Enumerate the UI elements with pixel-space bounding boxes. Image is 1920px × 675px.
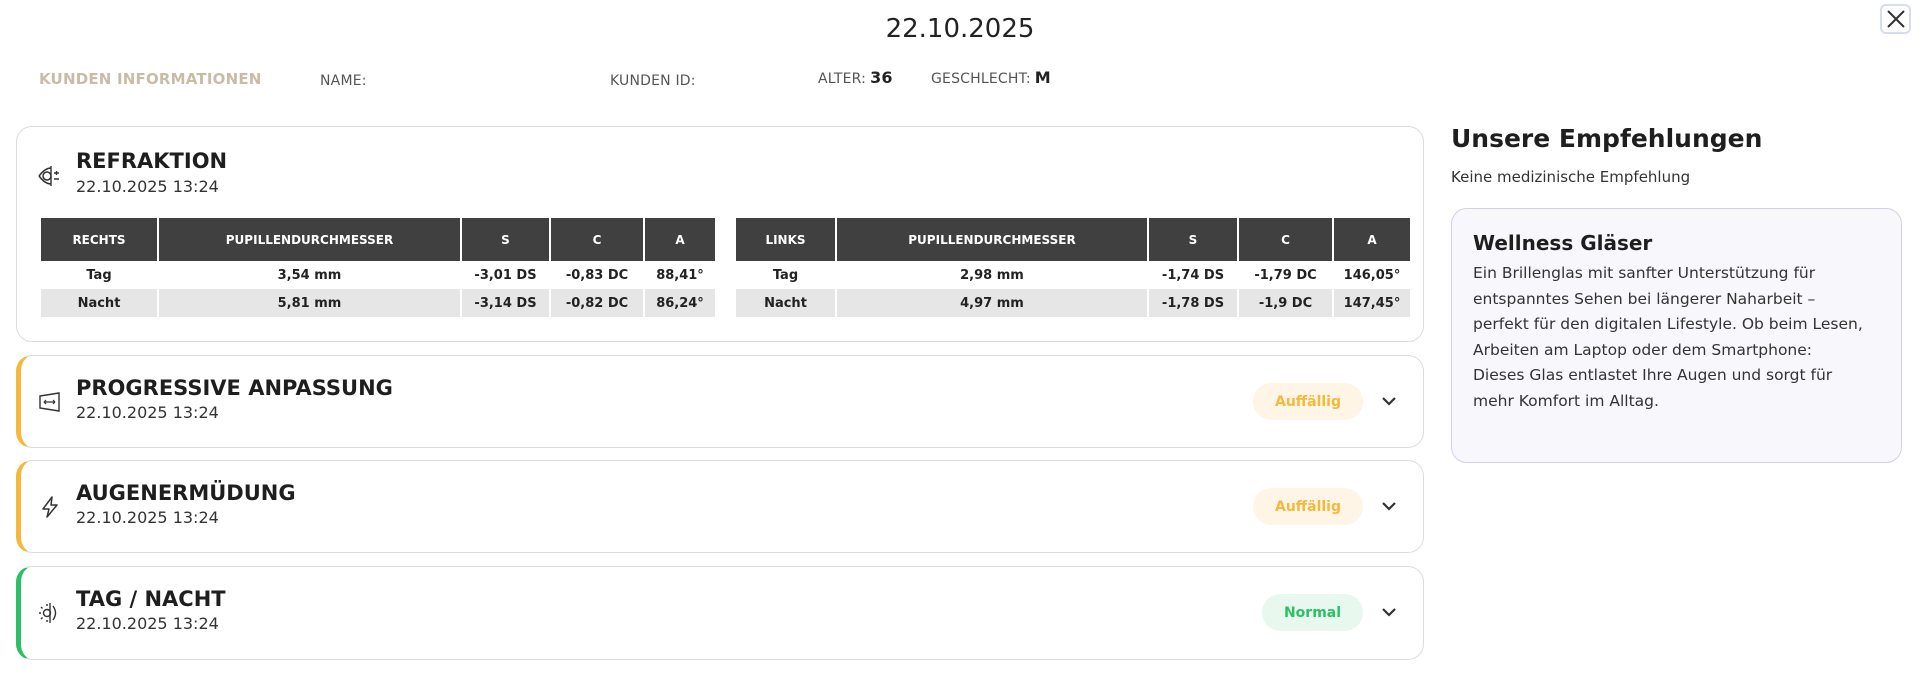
name-label: NAME: (320, 73, 367, 89)
table-header: C (551, 218, 643, 261)
name-field: NAME: (320, 70, 371, 89)
recommendation-card-title: Wellness Gläser (1473, 231, 1653, 255)
table-cell: 4,97 mm (837, 289, 1147, 317)
status-badge: Auffällig (1253, 488, 1363, 525)
table-cell: -0,82 DC (551, 289, 643, 317)
section-date: 22.10.2025 13:24 (76, 508, 219, 527)
table-cell: 88,41° (656, 267, 704, 283)
section-card-tag-nacht[interactable]: TAG / NACHT 22.10.2025 13:24 Normal (16, 566, 1424, 660)
customer-id-field: KUNDEN ID: (610, 70, 700, 89)
section-card-progressive-anpassung[interactable]: PROGRESSIVE ANPASSUNG 22.10.2025 13:24 A… (16, 355, 1424, 448)
table-cell: 2,98 mm (960, 267, 1024, 283)
table-cell: 3,54 mm (277, 267, 342, 283)
table-cell: -1,79 DC (1254, 267, 1317, 283)
table-cell: Nacht (41, 289, 157, 317)
chevron-down-icon[interactable] (1379, 391, 1399, 411)
table-header: RECHTS (41, 218, 157, 261)
table-cell: Tag (86, 267, 112, 283)
close-button[interactable] (1880, 4, 1911, 34)
section-date: 22.10.2025 13:24 (76, 403, 219, 422)
table-row: Tag 2,98 mm -1,74 DS -1,79 DC 146,05° (736, 261, 1410, 289)
lens-width-icon (39, 392, 60, 412)
recommendation-card[interactable]: Wellness Gläser Ein Brillenglas mit sanf… (1451, 208, 1902, 463)
right-eye-table: RECHTS PUPILLENDURCHMESSER S C A Tag 3,54 mm -3… (39, 218, 717, 317)
table-cell: -3,01 DS (474, 267, 537, 283)
table-row: Nacht 5,81 mm -3,14 DS -0,82 DC 86,24° (41, 289, 715, 317)
table-header: C (1239, 218, 1332, 261)
table-cell: 147,45° (1334, 289, 1410, 317)
table-header: PUPILLENDURCHMESSER (159, 218, 460, 261)
recommendation-card-text: Ein Brillenglas mit sanfter Unterstützun… (1473, 264, 1863, 410)
table-cell: -0,83 DC (565, 267, 629, 283)
section-title: AUGENERMÜDUNG (76, 481, 296, 505)
section-title: TAG / NACHT (76, 587, 226, 611)
table-cell: Nacht (736, 289, 835, 317)
status-badge: Normal (1262, 594, 1363, 631)
table-header: LINKS (736, 218, 835, 261)
recommendations-subtitle: Keine medizinische Empfehlung (1451, 168, 1691, 186)
section-title: PROGRESSIVE ANPASSUNG (76, 376, 393, 400)
customer-id-label: KUNDEN ID: (610, 73, 696, 89)
chevron-down-icon[interactable] (1379, 602, 1399, 622)
table-header: PUPILLENDURCHMESSER (837, 218, 1147, 261)
table-cell: 5,81 mm (159, 289, 460, 317)
eye-refraction-icon (38, 166, 59, 186)
customer-info-label: KUNDEN INFORMATIONEN (39, 70, 262, 88)
table-header: A (645, 218, 715, 261)
table-cell: 146,05° (1343, 267, 1401, 283)
table-header: S (462, 218, 549, 261)
age-label: ALTER: (818, 71, 867, 87)
gender-value: M (1034, 68, 1051, 87)
table-cell: Tag (772, 267, 799, 283)
table-cell: -3,14 DS (462, 289, 549, 317)
table-cell: 86,24° (645, 289, 715, 317)
status-badge: Auffällig (1253, 383, 1363, 420)
section-date: 22.10.2025 13:24 (76, 614, 219, 633)
table-header: A (1334, 218, 1410, 261)
table-cell: -1,78 DS (1149, 289, 1237, 317)
page-title: 22.10.2025 (885, 14, 1035, 44)
lightning-icon (42, 496, 58, 518)
recommendations-title: Unsere Empfehlungen (1451, 124, 1763, 153)
refraktion-title: REFRAKTION (76, 149, 228, 173)
day-night-icon (39, 603, 57, 623)
section-card-augenermüdung[interactable]: AUGENERMÜDUNG 22.10.2025 13:24 Auffällig (16, 460, 1424, 553)
refraktion-card: REFRAKTION 22.10.2025 13:24 RECHTS PUPILL… (16, 126, 1424, 342)
table-row: Nacht 4,97 mm -1,78 DS -1,9 DC 147,45° (736, 289, 1410, 317)
age-value: 36 (870, 68, 893, 87)
table-cell: -1,74 DS (1161, 267, 1225, 283)
age-field: ALTER: 36 (818, 68, 893, 87)
table-cell: -1,9 DC (1239, 289, 1332, 317)
close-icon (1886, 10, 1905, 28)
chevron-down-icon[interactable] (1379, 496, 1399, 516)
table-header: S (1149, 218, 1237, 261)
gender-label: GESCHLECHT: (931, 71, 1031, 87)
left-eye-table: LINKS PUPILLENDURCHMESSER S C A Tag 2,98 mm -1,… (734, 218, 1412, 317)
gender-field: GESCHLECHT: M (931, 68, 1051, 87)
table-row: Tag 3,54 mm -3,01 DS -0,83 DC 88,41° (41, 261, 715, 289)
refraktion-date: 22.10.2025 13:24 (76, 177, 219, 196)
